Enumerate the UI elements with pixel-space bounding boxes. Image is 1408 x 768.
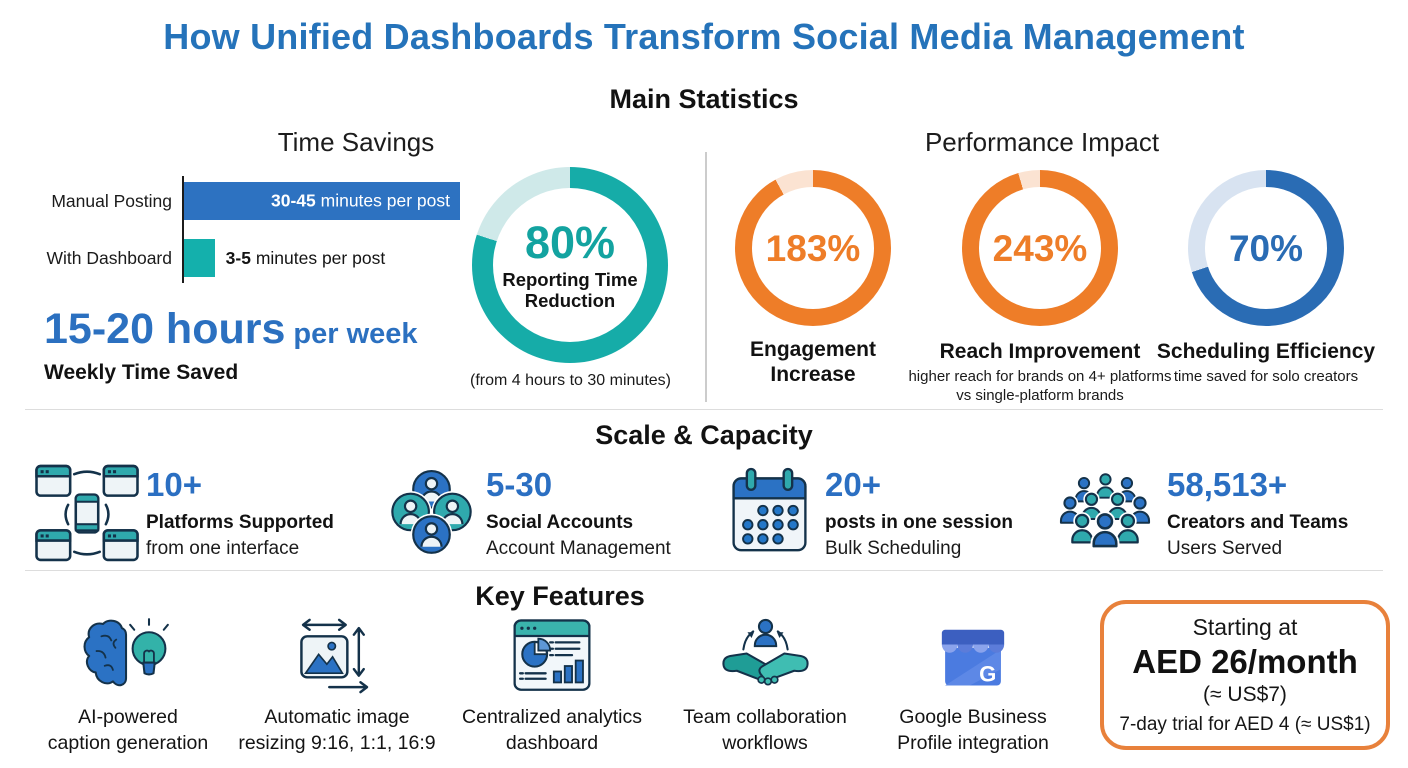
scale-label: Creators and Teams: [1167, 511, 1349, 533]
weekly-time-saved-stat: 15-20 hours per week Weekly Time Saved: [44, 305, 418, 385]
pricing-starting-at: Starting at: [1192, 614, 1298, 640]
donut-label-line2: Reduction: [524, 290, 616, 312]
pricing-price: AED 26/month: [1132, 643, 1358, 680]
svg-text:G: G: [979, 661, 996, 686]
scale-value: 20+: [825, 466, 881, 503]
platforms-icon: [33, 462, 141, 564]
reach-donut: 243%: [962, 170, 1118, 326]
section-divider: [25, 409, 1383, 410]
heading-performance-impact: Performance Impact: [924, 127, 1160, 157]
section-divider: [25, 570, 1383, 571]
reporting-reduction-donut: 80% Reporting Time Reduction: [472, 167, 668, 363]
page-title: How Unified Dashboards Transform Social …: [163, 16, 1245, 57]
donut-value: 70%: [1228, 227, 1304, 269]
scheduling-label: Scheduling Efficiency: [1156, 340, 1376, 363]
bar-value-manual: 30-45 minutes per post: [271, 190, 450, 211]
pricing-usd: (≈ US$7): [1203, 683, 1287, 706]
heading-time-savings: Time Savings: [277, 127, 435, 157]
scale-item-platforms: 10+ Platforms Supported from one interfa…: [146, 466, 334, 561]
bar-chart-labels: Manual Posting With Dashboard: [40, 176, 182, 283]
feature-caption: Team collaboration workflows: [683, 706, 847, 754]
team-collaboration-icon: [713, 615, 818, 697]
feature-google-business: G Google Business Profile integration: [858, 615, 1088, 756]
scale-item-users-served: 58,513+ Creators and Teams Users Served: [1167, 466, 1348, 561]
users-icon: [1056, 468, 1154, 558]
scale-sub: Bulk Scheduling: [825, 537, 962, 559]
feature-caption: Centralized analytics dashboard: [462, 706, 642, 754]
scale-item-social-accounts: 5-30 Social Accounts Account Management: [486, 466, 671, 561]
donut-label-line1: Reporting Time: [502, 268, 638, 290]
donut-value: 183%: [765, 227, 861, 269]
feature-caption: Automatic image resizing 9:16, 1:1, 16:9: [238, 706, 436, 754]
weekly-unit: per week: [285, 318, 418, 350]
donut-footnote: (from 4 hours to 30 minutes): [470, 372, 671, 389]
reach-subtitle: higher reach for brands on 4+ platforms …: [908, 368, 1172, 404]
scale-value: 58,513+: [1167, 466, 1288, 503]
social-accounts-icon: [388, 459, 475, 564]
pricing-trial: 7-day trial for AED 4 (≈ US$1): [1119, 714, 1371, 735]
heading-key-features: Key Features: [475, 581, 645, 611]
calendar-icon: [727, 464, 812, 559]
bar-chart-plot-area: 30-45 minutes per post 3-5 minutes per p…: [182, 176, 460, 283]
feature-caption: AI-powered caption generation: [47, 706, 209, 754]
engagement-donut: 183%: [735, 170, 891, 326]
scheduling-subtitle: time saved for solo creators: [1173, 368, 1359, 385]
bar-with-dashboard: [184, 239, 215, 277]
scale-sub: Users Served: [1167, 537, 1283, 559]
heading-main-statistics: Main Statistics: [609, 84, 799, 114]
scale-label: posts in one session: [825, 511, 1013, 533]
donut-value: 80%: [524, 216, 616, 268]
scale-sub: Account Management: [486, 537, 671, 559]
vertical-divider: [705, 152, 707, 402]
bar-label-manual-posting: Manual Posting: [51, 190, 172, 211]
scale-label: Platforms Supported: [146, 511, 334, 533]
pricing-box: Starting at AED 26/month (≈ US$7) 7-day …: [1100, 600, 1390, 750]
engagement-label: Engagement Increase: [749, 338, 877, 386]
time-savings-bar-chart: Manual Posting With Dashboard 30-45 minu…: [40, 176, 460, 283]
scale-item-bulk-scheduling: 20+ posts in one session Bulk Scheduling: [825, 466, 1013, 561]
scale-sub: from one interface: [146, 537, 300, 559]
analytics-dashboard-icon: [509, 615, 595, 697]
google-business-icon: G: [929, 615, 1017, 697]
image-resize-icon: [290, 615, 385, 697]
scale-value: 10+: [146, 466, 202, 503]
reach-label: Reach Improvement: [939, 340, 1141, 363]
donut-value: 243%: [992, 227, 1088, 269]
scale-value: 5-30: [486, 466, 553, 503]
feature-centralized-analytics: Centralized analytics dashboard: [437, 615, 667, 756]
ai-caption-icon: [76, 615, 181, 697]
scale-label: Social Accounts: [486, 511, 634, 533]
bar-manual-posting: 30-45 minutes per post: [184, 182, 460, 220]
feature-image-resizing: Automatic image resizing 9:16, 1:1, 16:9: [222, 615, 452, 756]
weekly-value: 15-20 hours: [44, 305, 286, 353]
bar-value-dashboard: 3-5 minutes per post: [225, 247, 386, 268]
scheduling-donut: 70%: [1188, 170, 1344, 326]
feature-team-collaboration: Team collaboration workflows: [655, 615, 875, 756]
feature-caption: Google Business Profile integration: [897, 706, 1049, 754]
weekly-caption: Weekly Time Saved: [44, 361, 239, 384]
feature-ai-captions: AI-powered caption generation: [28, 615, 228, 756]
heading-scale-capacity: Scale & Capacity: [595, 420, 813, 450]
bar-label-with-dashboard: With Dashboard: [46, 247, 172, 268]
